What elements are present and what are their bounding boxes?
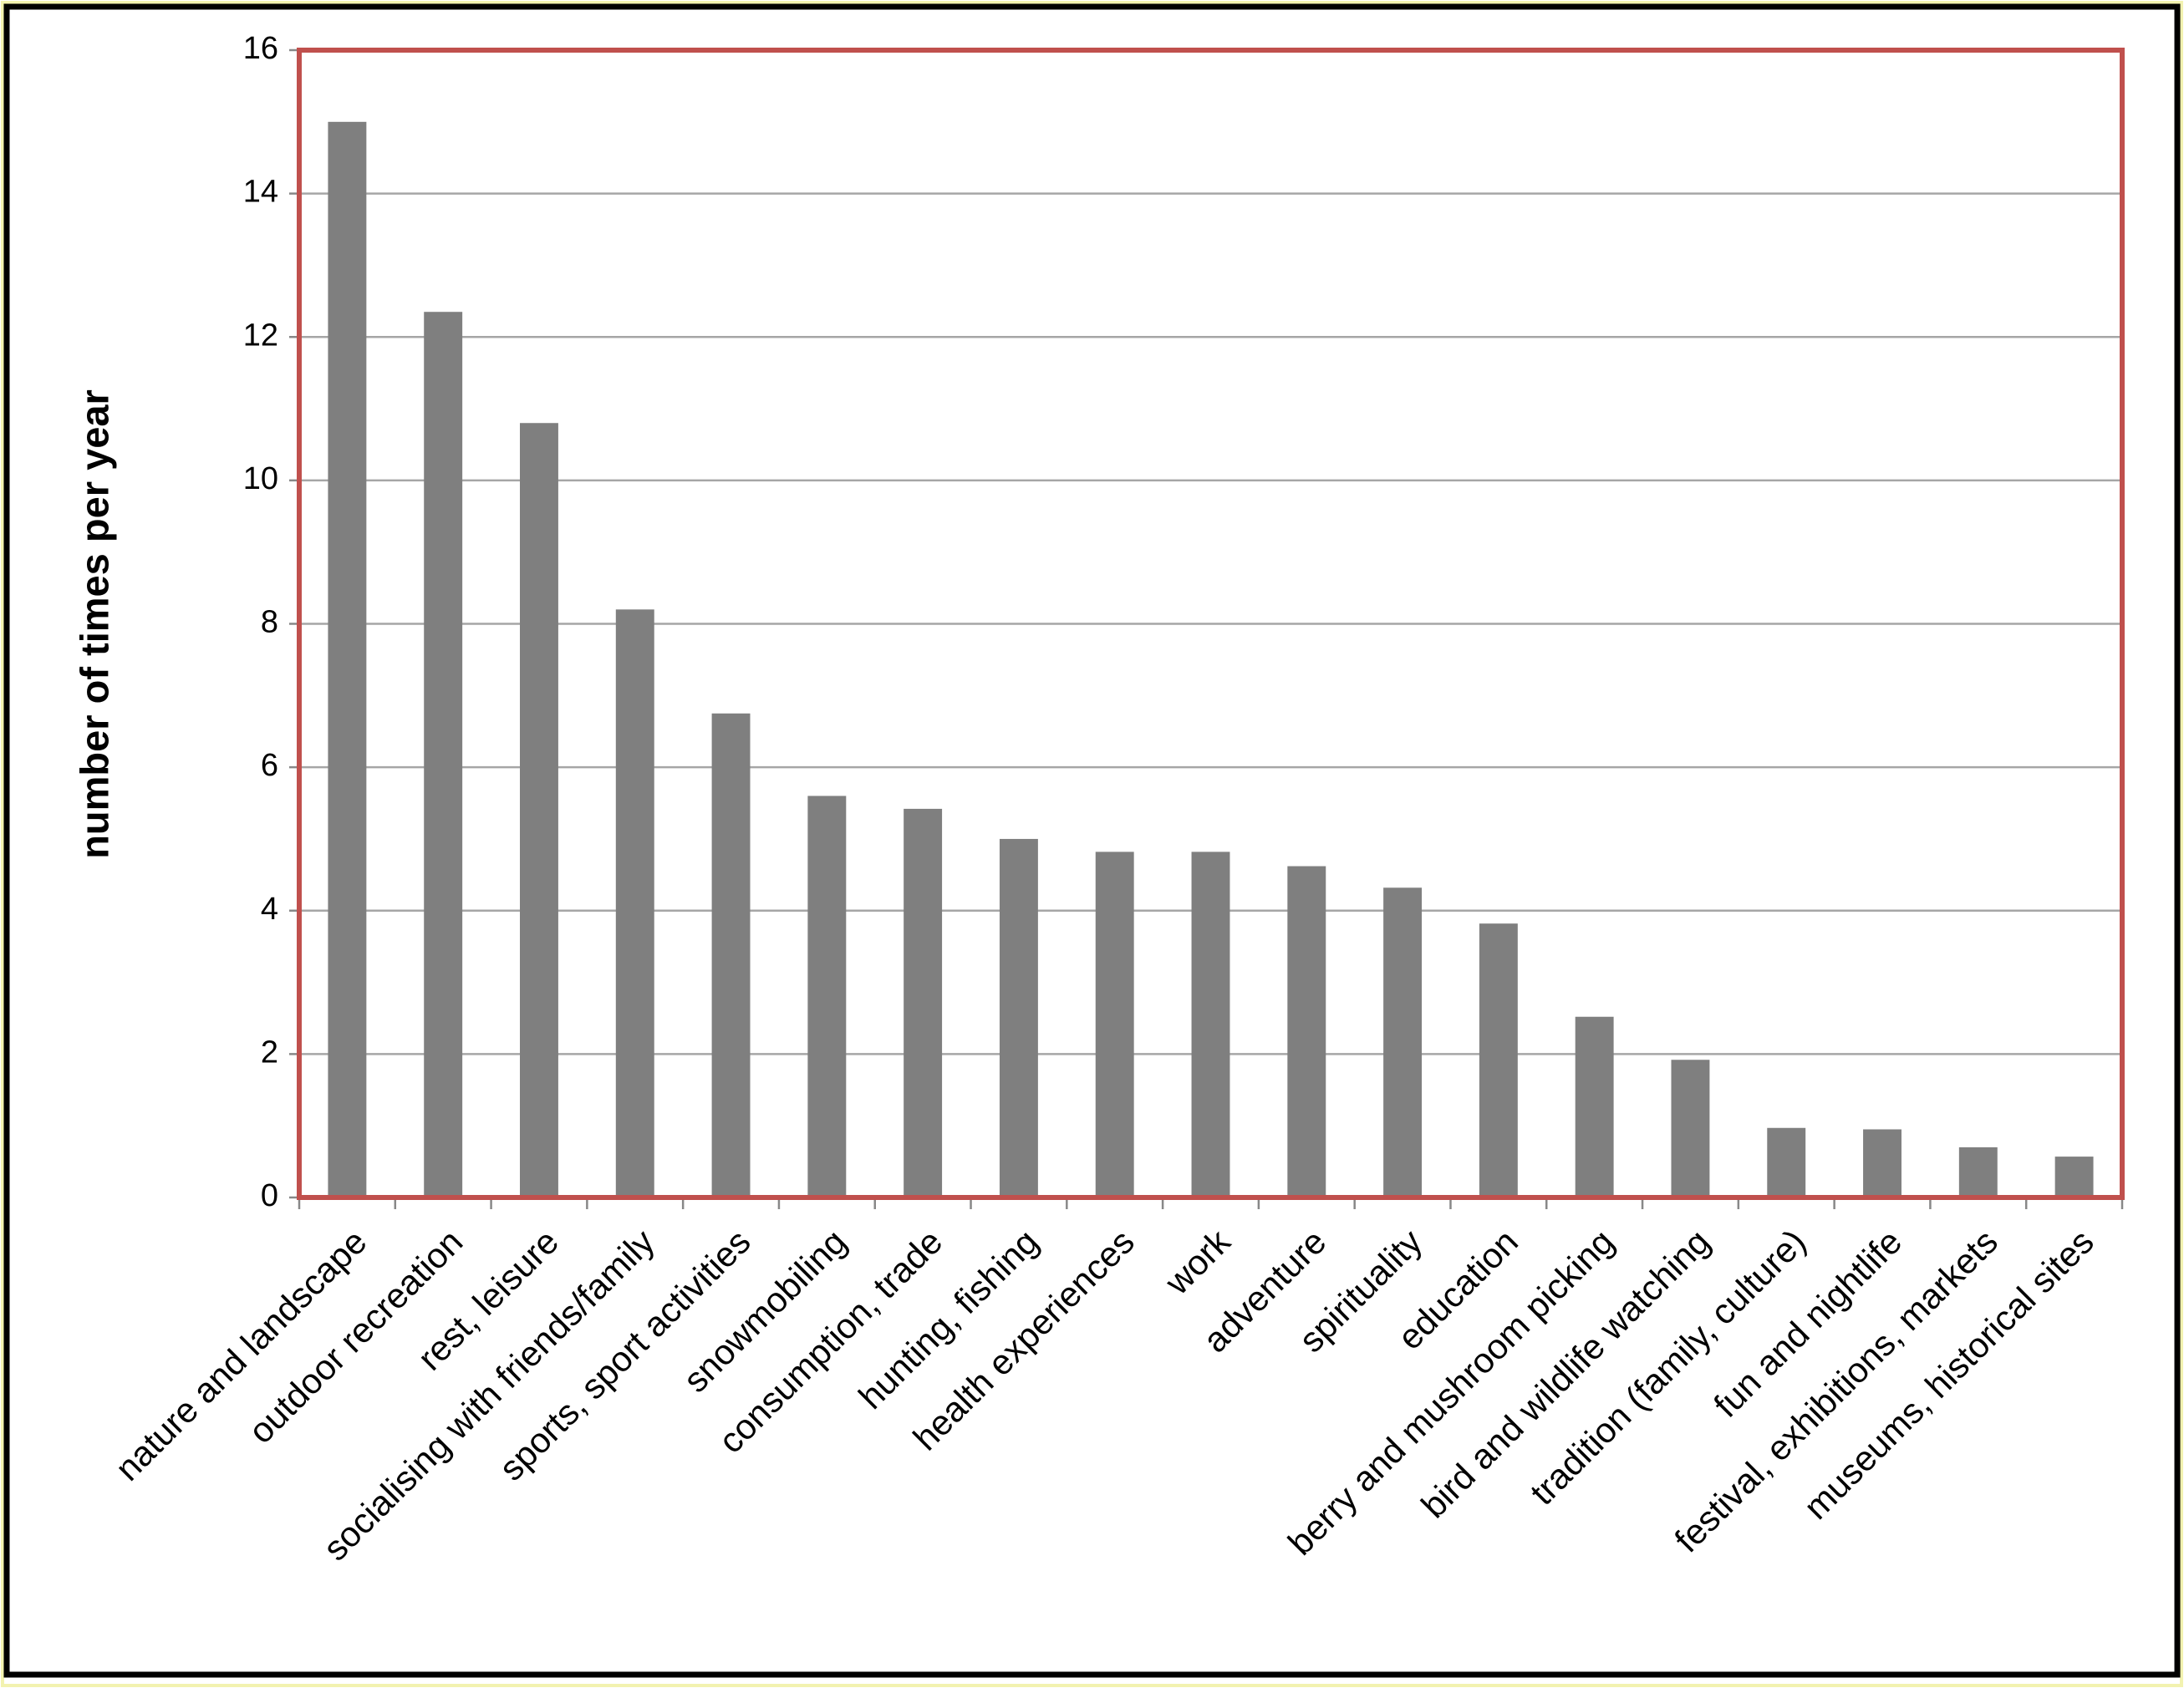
bar	[1767, 1127, 1806, 1197]
bar	[1287, 866, 1326, 1197]
bar	[1095, 852, 1134, 1197]
bar	[328, 121, 367, 1197]
bar	[711, 713, 751, 1197]
bar	[1575, 1016, 1614, 1197]
y-tick-label: 8	[261, 605, 278, 640]
bar	[2054, 1157, 2094, 1197]
bar	[615, 609, 654, 1197]
y-tick-label: 0	[261, 1178, 278, 1213]
y-tick-label: 4	[261, 892, 278, 927]
bar	[1958, 1147, 1998, 1197]
bar	[904, 808, 943, 1197]
plot-border	[297, 48, 2125, 1200]
bar	[1671, 1060, 1710, 1197]
bar	[424, 312, 463, 1198]
x-tick-label: work	[1157, 1221, 1238, 1302]
chart-border	[3, 3, 2181, 1678]
bar	[1479, 923, 1518, 1197]
y-tick-label: 2	[261, 1035, 278, 1070]
y-axis-label: number of times per year	[72, 389, 116, 859]
y-tick-label: 12	[243, 318, 278, 353]
bar	[520, 423, 558, 1198]
bar	[1191, 852, 1230, 1197]
bar	[807, 796, 847, 1197]
bar	[999, 838, 1038, 1197]
bar	[1863, 1129, 1901, 1197]
y-tick-label: 6	[261, 748, 278, 783]
y-tick-label: 14	[243, 175, 278, 210]
y-tick-label: 10	[243, 461, 278, 496]
bar	[1383, 887, 1423, 1197]
y-tick-label: 16	[243, 31, 278, 66]
